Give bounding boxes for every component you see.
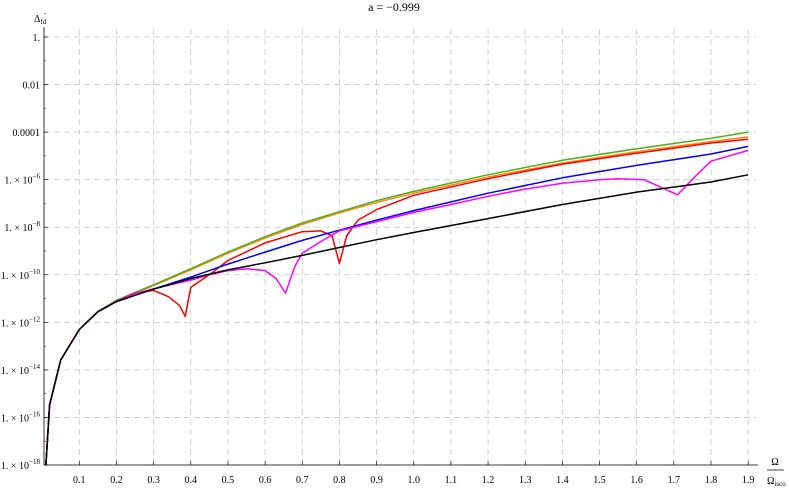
x-tick-label: 0.4: [185, 475, 198, 486]
x-tick-label: 0.1: [73, 475, 86, 486]
y-tick-label: 1. × 10−12: [1, 315, 41, 329]
series-line-1: [45, 136, 749, 466]
y-axis-label-sub: fd: [40, 18, 46, 26]
y-tick-exponent: −6: [33, 173, 41, 181]
x-tick-label: 1.1: [445, 475, 458, 486]
y-tick-exponent: −16: [29, 410, 40, 418]
y-tick-label: 1. × 10−10: [1, 268, 41, 282]
y-tick-exponent: −8: [33, 220, 41, 228]
y-tick-label: 1. × 10−16: [1, 410, 41, 424]
y-tick-label: 1. × 10−6: [4, 173, 40, 187]
chart-title: a = −0.999: [368, 0, 420, 14]
x-tick-label: 1.3: [519, 475, 532, 486]
x-tick-label: 1.4: [556, 475, 569, 486]
x-tick-label: 0.7: [296, 475, 309, 486]
y-tick-label: 1. × 10−14: [1, 363, 41, 377]
x-tick-label: 0.3: [147, 475, 160, 486]
x-axis-label-den-main: Ω: [767, 476, 774, 487]
y-tick-label: 0.01: [23, 81, 41, 92]
y-tick-exponent: −10: [29, 268, 40, 276]
x-tick-label: 1.6: [630, 475, 643, 486]
y-tick-label: 1.: [33, 33, 41, 44]
series-line-6: [45, 174, 749, 466]
y-tick-exponent: −18: [29, 458, 40, 466]
x-tick-label: 0.5: [222, 475, 235, 486]
series-lines: [45, 131, 749, 466]
y-axis-label-main: Δ: [34, 14, 41, 25]
x-tick-label: 1.7: [668, 475, 681, 486]
x-tick-label: 0.8: [333, 475, 346, 486]
x-axis-label: Ω Ωisco: [767, 457, 786, 488]
x-tick-label: 1.8: [705, 475, 718, 486]
y-tick-label: 1. × 10−18: [1, 458, 41, 472]
x-tick-label: 1.9: [742, 475, 755, 486]
x-axis-label-denominator: Ωisco: [767, 476, 786, 488]
x-tick-label: 0.6: [259, 475, 272, 486]
x-tick-labels: 0.1 0.2 0.3 0.4 0.5 0.6 0.7 0.8 0.9 1.0 1.1 1.2 1.3 1…: [73, 475, 754, 486]
x-tick-label: 0.9: [370, 475, 383, 486]
y-tick-label: 0.0001: [13, 128, 41, 139]
x-tick-label: 1.5: [593, 475, 606, 486]
x-tick-label: 0.2: [110, 475, 123, 486]
x-tick-label: 1.0: [407, 475, 420, 486]
series-line-3: [45, 138, 749, 466]
y-tick-labels: 1. 0.01 0.0001 1. × 10−6 1. × 10−8 1. × 10−10…: [1, 33, 41, 472]
y-tick-exponent: −14: [29, 363, 40, 371]
y-tick-label: 1. × 10−8: [4, 220, 40, 234]
x-axis-label-den-sub: isco: [774, 480, 786, 488]
grid-lines: [44, 29, 756, 466]
y-axis-label: Δfd: [34, 14, 47, 26]
x-axis-label-numerator: Ω: [771, 457, 778, 468]
y-tick-exponent: −12: [29, 315, 40, 323]
x-tick-label: 1.2: [482, 475, 495, 486]
series-line-2: [45, 131, 749, 466]
axes: [43, 12, 758, 466]
